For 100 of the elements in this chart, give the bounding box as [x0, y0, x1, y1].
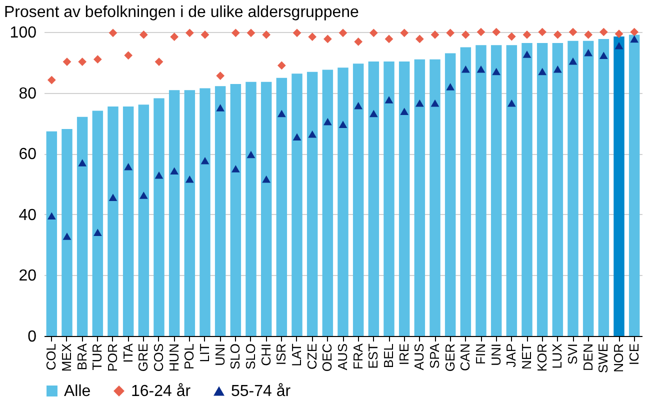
point: [124, 51, 133, 60]
point: [400, 28, 409, 38]
x-tick-label: COS: [151, 343, 166, 372]
x-tick-label: ISR: [274, 344, 289, 366]
point: [338, 28, 348, 38]
point: [446, 28, 455, 38]
legend-label: 16-24 år: [131, 383, 192, 400]
point: [599, 28, 608, 36]
point: [277, 61, 286, 70]
point: [384, 34, 394, 44]
point: [415, 100, 424, 107]
bar: [398, 61, 410, 336]
x-tick-label: ICE: [626, 343, 642, 366]
point: [154, 58, 164, 66]
x-tick-label: UNI: [488, 344, 504, 366]
point: [277, 110, 286, 118]
point: [185, 28, 194, 38]
x-tick-label: GRE: [136, 343, 151, 372]
x-tick-label: LAT: [289, 343, 304, 366]
point: [216, 104, 225, 112]
point: [200, 156, 210, 164]
point: [522, 50, 532, 58]
point: [599, 52, 608, 60]
point: [139, 30, 148, 39]
x-tick-label: LUX: [550, 343, 565, 369]
point: [430, 100, 440, 107]
point: [354, 102, 363, 110]
y-tick-label: 20: [18, 268, 37, 285]
x-tick-label: TUR: [90, 344, 105, 370]
bar: [414, 59, 426, 336]
bar: [628, 34, 640, 336]
point: [78, 159, 87, 166]
point: [568, 28, 578, 36]
point: [323, 118, 332, 126]
point: [108, 194, 118, 201]
point: [492, 28, 501, 36]
point: [476, 28, 486, 36]
point: [108, 28, 118, 38]
bar: [108, 106, 118, 336]
bar: [552, 42, 564, 336]
bar: [352, 64, 364, 336]
x-tick-label: MEX: [59, 343, 74, 372]
point: [614, 42, 624, 50]
y-tick-label: 80: [18, 85, 37, 102]
x-tick-label: FIN: [473, 344, 488, 364]
bar: [614, 36, 624, 336]
point: [246, 150, 256, 158]
x-tick-label: SPA: [427, 343, 442, 369]
point: [492, 68, 501, 76]
point: [538, 28, 547, 36]
x-tick-label: UNI: [212, 344, 228, 366]
point: [584, 49, 593, 56]
point: [338, 120, 348, 128]
bar: [476, 45, 486, 336]
y-tick-label: 60: [18, 146, 37, 164]
bar: [122, 106, 134, 336]
bar: [276, 78, 288, 336]
bar: [154, 98, 164, 336]
point: [538, 68, 547, 76]
point: [323, 34, 332, 44]
point: [308, 130, 317, 138]
bar: [506, 45, 518, 336]
bar: [292, 74, 302, 336]
x-tick-label: POL: [182, 344, 197, 370]
x-tick-label: CZE: [304, 343, 320, 370]
x-tick-label: POR: [105, 344, 120, 372]
point: [231, 165, 240, 172]
point: [292, 28, 302, 38]
x-tick-label: FRA: [350, 343, 366, 370]
x-tick-label: COL: [44, 344, 59, 370]
point: [262, 30, 271, 39]
bar: [338, 68, 348, 336]
bar: [62, 128, 72, 336]
point: [446, 83, 455, 90]
point: [154, 172, 164, 179]
point: [461, 65, 470, 73]
x-tick-label: JAP: [504, 344, 519, 368]
bar: [246, 82, 256, 336]
point: [400, 108, 409, 115]
point: [170, 167, 179, 175]
x-tick-label: SVI: [565, 344, 580, 364]
point: [62, 58, 72, 66]
bar: [306, 72, 318, 336]
bar: [46, 131, 58, 336]
point: [415, 34, 424, 44]
x-tick-label: KOR: [534, 344, 550, 372]
x-tick-label: CAN: [458, 344, 473, 371]
x-tick-label: OEC: [320, 344, 335, 372]
bar: [522, 42, 532, 336]
bar: [230, 84, 242, 336]
point: [553, 65, 562, 73]
point: [93, 228, 102, 236]
y-tick-label: 0: [28, 328, 37, 346]
chart-title: Prosent av befolkningen i de ulike aldersgruppene: [4, 4, 360, 21]
point: [461, 30, 470, 39]
bar: [384, 61, 394, 336]
x-tick-label: BEL: [381, 344, 396, 368]
point: [246, 28, 256, 38]
point: [139, 192, 148, 199]
bar: [92, 110, 104, 336]
